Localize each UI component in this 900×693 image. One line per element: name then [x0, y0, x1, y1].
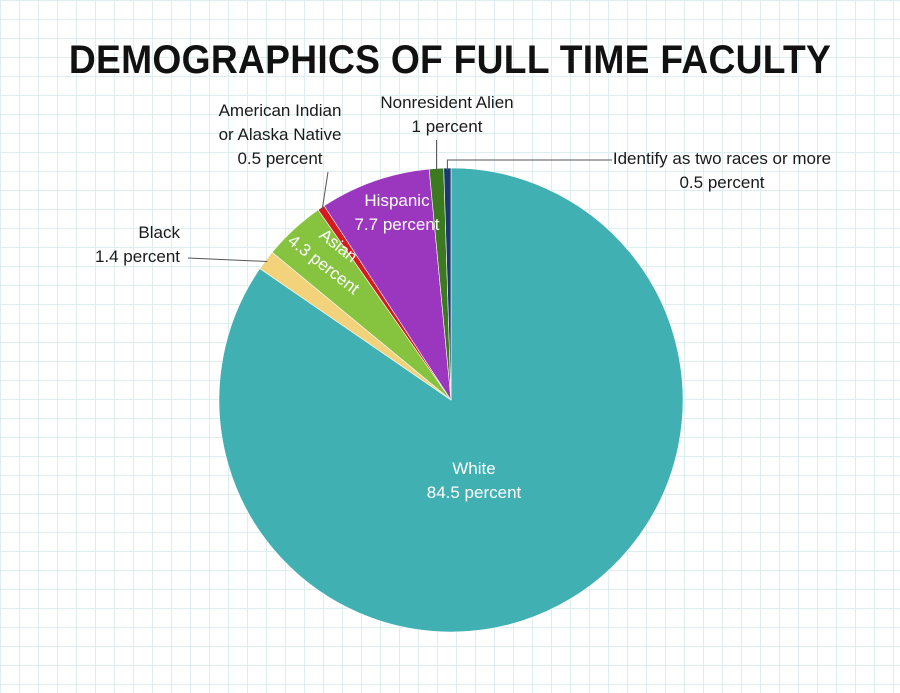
pie-slice-hispanic	[323, 168, 452, 401]
slice-label-nonresident-alien: Nonresident Alien 1 percent	[380, 93, 513, 136]
leader-line-american-indian-or-alaska-native	[321, 171, 329, 210]
pie-slices	[218, 167, 684, 633]
leader-line-identify-as-two-races-or-more	[446, 159, 612, 171]
slice-label-white: White 84.5 percent	[427, 459, 522, 502]
slice-label-black: Black 1.4 percent	[95, 223, 181, 266]
slice-label-american-indian-or-alaska-native: American Indian or Alaska Native 0.5 perce…	[219, 101, 342, 168]
slice-label-hispanic: Hispanic 7.7 percent	[354, 191, 439, 234]
leader-line-black	[187, 257, 268, 262]
chart-title: DEMOGRAPHICS OF FULL TIME FACULTY	[68, 38, 832, 82]
slice-label-identify-as-two-races-or-more: Identify as two races or more 0.5 percent	[613, 149, 831, 192]
pie-slice-white	[218, 167, 684, 633]
